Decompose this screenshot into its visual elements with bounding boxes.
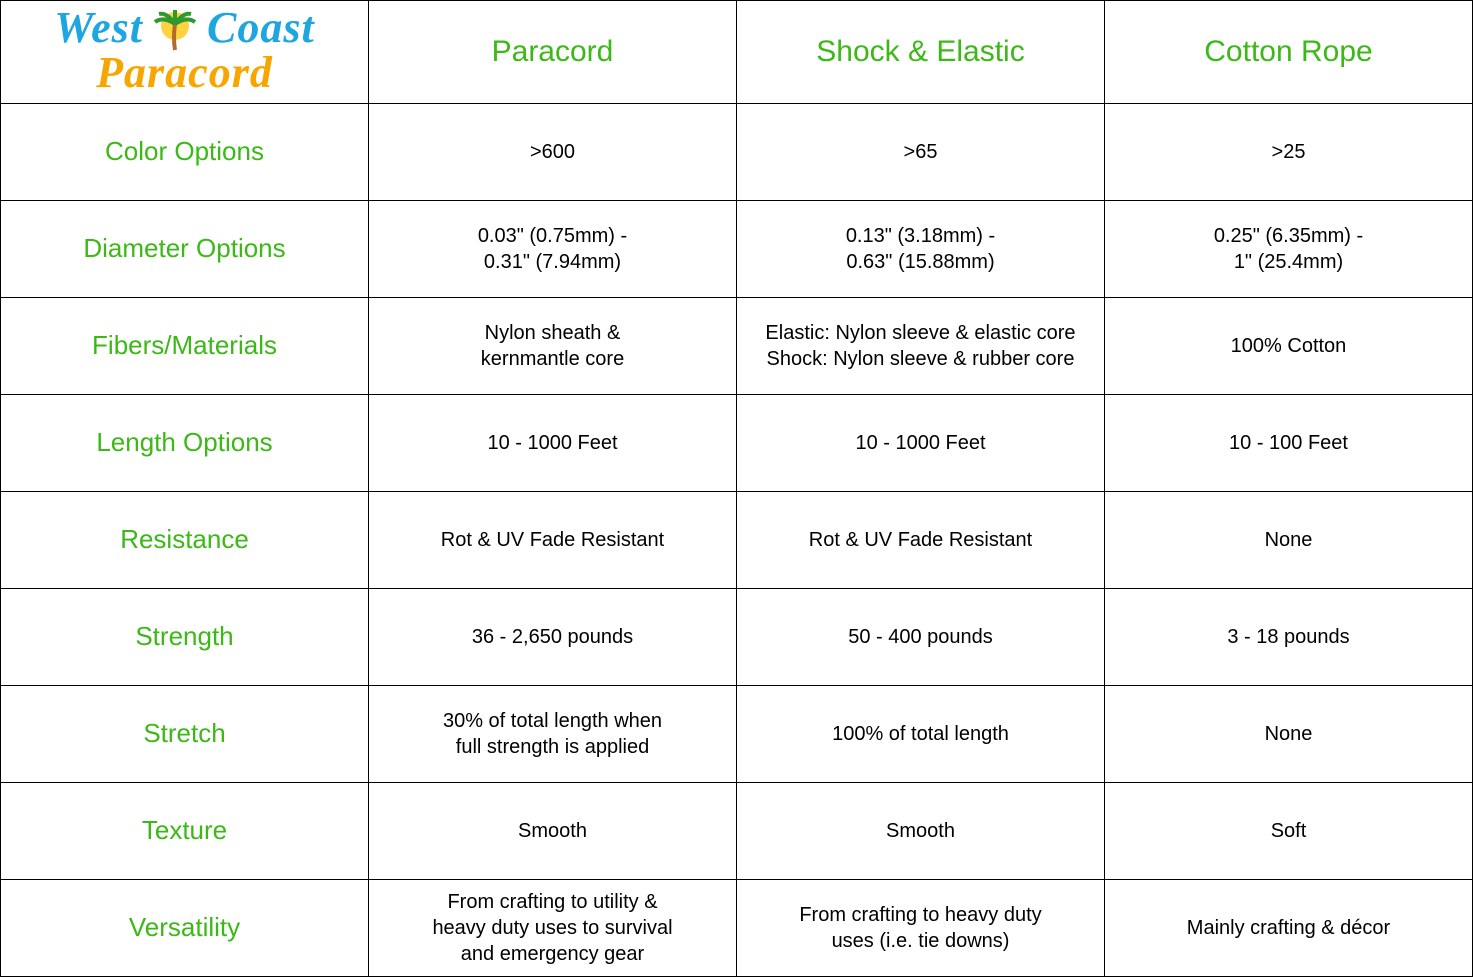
- cell-strength-shock: 50 - 400 pounds: [737, 588, 1105, 685]
- row-label-resistance: Resistance: [1, 491, 369, 588]
- column-header-shock: Shock & Elastic: [737, 1, 1105, 104]
- logo-text-paracord: Paracord: [54, 54, 314, 91]
- cell-diameter-paracord: 0.03" (0.75mm) -0.31" (7.94mm): [369, 200, 737, 297]
- cell-color-paracord: >600: [369, 103, 737, 200]
- cell-stretch-cotton: None: [1105, 685, 1473, 782]
- table-row: Texture Smooth Smooth Soft: [1, 782, 1473, 879]
- cell-resistance-paracord: Rot & UV Fade Resistant: [369, 491, 737, 588]
- cell-strength-paracord: 36 - 2,650 pounds: [369, 588, 737, 685]
- table-row: Length Options 10 - 1000 Feet 10 - 1000 …: [1, 394, 1473, 491]
- logo-text-west: West: [54, 3, 143, 52]
- cell-diameter-cotton: 0.25" (6.35mm) -1" (25.4mm): [1105, 200, 1473, 297]
- cell-versatility-shock: From crafting to heavy dutyuses (i.e. ti…: [737, 879, 1105, 976]
- cell-color-cotton: >25: [1105, 103, 1473, 200]
- table-row: Stretch 30% of total length whenfull str…: [1, 685, 1473, 782]
- row-label-versatility: Versatility: [1, 879, 369, 976]
- cell-length-paracord: 10 - 1000 Feet: [369, 394, 737, 491]
- cell-texture-cotton: Soft: [1105, 782, 1473, 879]
- cell-fibers-cotton: 100% Cotton: [1105, 297, 1473, 394]
- row-label-color-options: Color Options: [1, 103, 369, 200]
- table-row: Resistance Rot & UV Fade Resistant Rot &…: [1, 491, 1473, 588]
- row-label-length: Length Options: [1, 394, 369, 491]
- cell-strength-cotton: 3 - 18 pounds: [1105, 588, 1473, 685]
- table-row: Color Options >600 >65 >25: [1, 103, 1473, 200]
- cell-fibers-shock: Elastic: Nylon sleeve & elastic coreShoc…: [737, 297, 1105, 394]
- table-row: Diameter Options 0.03" (0.75mm) -0.31" (…: [1, 200, 1473, 297]
- cell-color-shock: >65: [737, 103, 1105, 200]
- cell-diameter-shock: 0.13" (3.18mm) -0.63" (15.88mm): [737, 200, 1105, 297]
- cell-resistance-shock: Rot & UV Fade Resistant: [737, 491, 1105, 588]
- cell-resistance-cotton: None: [1105, 491, 1473, 588]
- cell-versatility-paracord: From crafting to utility &heavy duty use…: [369, 879, 737, 976]
- cell-texture-shock: Smooth: [737, 782, 1105, 879]
- row-label-texture: Texture: [1, 782, 369, 879]
- header-row: West Coast Paracord: [1, 1, 1473, 104]
- row-label-strength: Strength: [1, 588, 369, 685]
- brand-logo: West Coast Paracord: [54, 9, 314, 91]
- table-row: Versatility From crafting to utility &he…: [1, 879, 1473, 976]
- row-label-fibers: Fibers/Materials: [1, 297, 369, 394]
- row-label-diameter: Diameter Options: [1, 200, 369, 297]
- cell-length-shock: 10 - 1000 Feet: [737, 394, 1105, 491]
- cell-fibers-paracord: Nylon sheath &kernmantle core: [369, 297, 737, 394]
- column-header-paracord: Paracord: [369, 1, 737, 104]
- cell-versatility-cotton: Mainly crafting & décor: [1105, 879, 1473, 976]
- table-row: Strength 36 - 2,650 pounds 50 - 400 poun…: [1, 588, 1473, 685]
- cell-stretch-shock: 100% of total length: [737, 685, 1105, 782]
- cell-length-cotton: 10 - 100 Feet: [1105, 394, 1473, 491]
- brand-logo-cell: West Coast Paracord: [1, 1, 369, 104]
- column-header-cotton: Cotton Rope: [1105, 1, 1473, 104]
- cell-stretch-paracord: 30% of total length whenfull strength is…: [369, 685, 737, 782]
- row-label-stretch: Stretch: [1, 685, 369, 782]
- table-row: Fibers/Materials Nylon sheath &kernmantl…: [1, 297, 1473, 394]
- comparison-table: West Coast Paracord: [0, 0, 1473, 977]
- cell-texture-paracord: Smooth: [369, 782, 737, 879]
- logo-text-coast: Coast: [207, 3, 315, 52]
